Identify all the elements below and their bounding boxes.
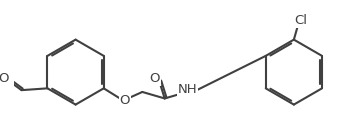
Text: O: O xyxy=(0,72,8,85)
Text: NH: NH xyxy=(177,83,197,96)
Text: O: O xyxy=(150,72,160,85)
Text: Cl: Cl xyxy=(295,14,308,27)
Text: O: O xyxy=(119,95,130,107)
